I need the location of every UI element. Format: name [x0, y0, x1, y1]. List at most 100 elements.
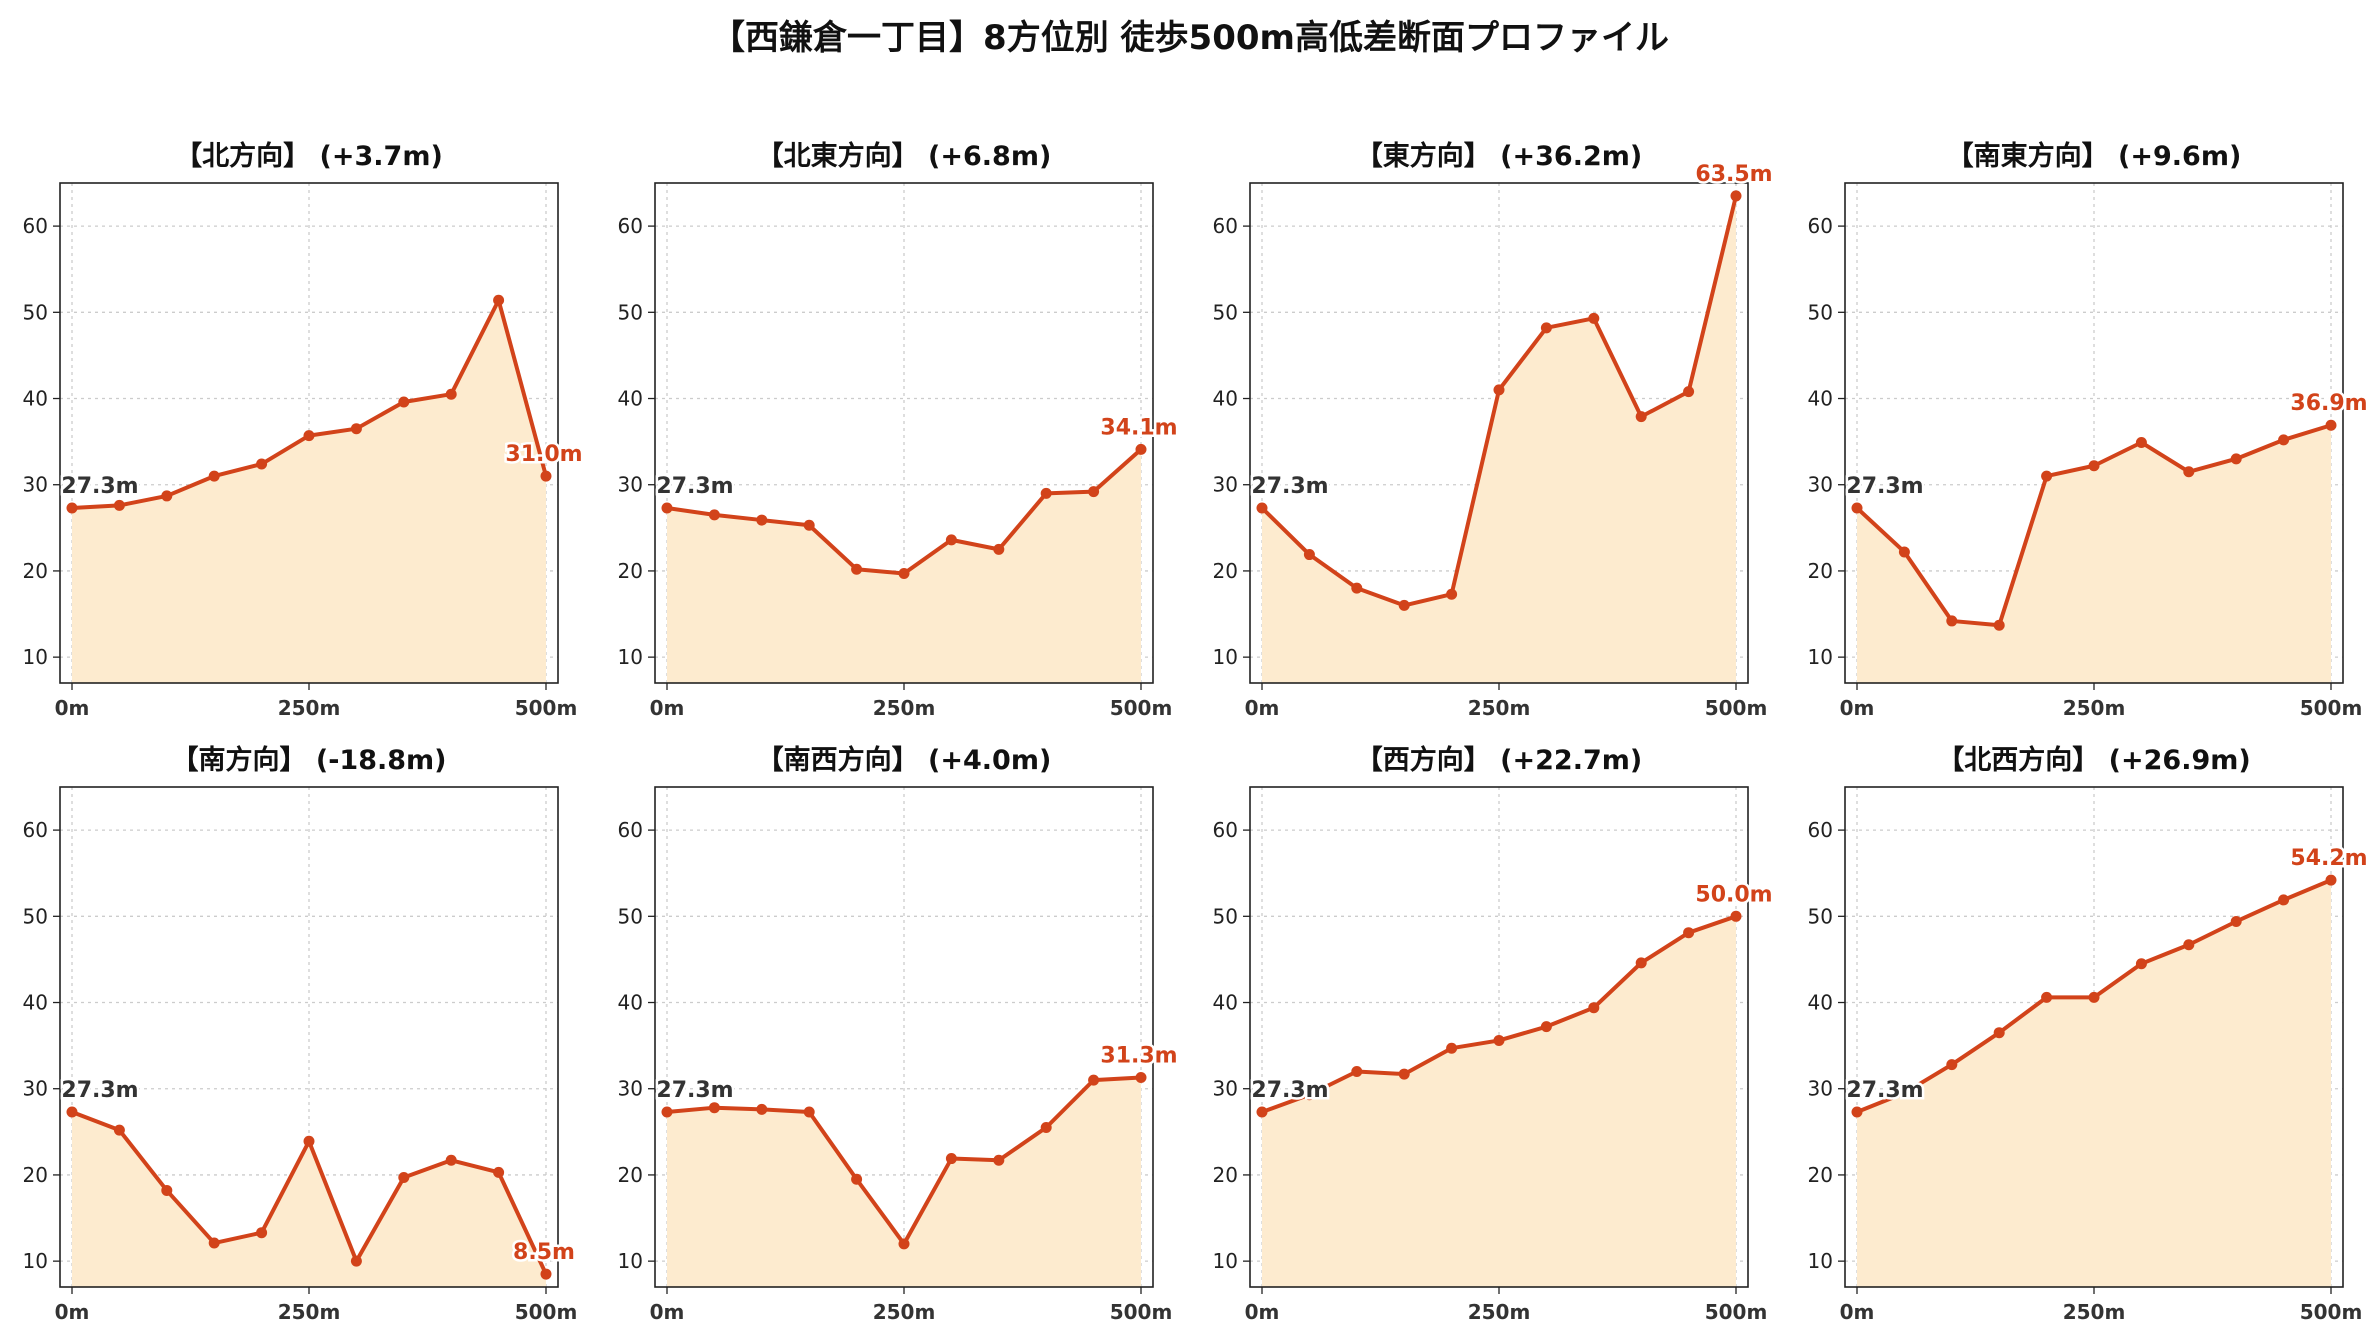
data-point [445, 388, 457, 400]
panel-2: 【北東方向】 (+6.8m) 10 20 30 40 50 60 0m 250m 500m 27.3… [618, 140, 1181, 720]
x-tick-label: 500m [2300, 1300, 2363, 1324]
data-point [1635, 411, 1647, 423]
panel-title: 【北西方向】 (+26.9m) [1937, 744, 2250, 776]
data-point [851, 1173, 863, 1185]
data-point [208, 470, 220, 482]
panel-title: 【南東方向】 (+9.6m) [1947, 140, 2242, 172]
data-point [1256, 502, 1268, 514]
start-elevation-label: 27.3m [1846, 1078, 1923, 1103]
data-point [2183, 939, 2195, 951]
x-tick-label: 250m [278, 696, 341, 720]
data-point [1351, 1065, 1363, 1077]
panel-5: 【南方向】 (-18.8m) 10 20 30 40 50 60 0m 250m 500m 27.3… [23, 744, 578, 1324]
data-point [303, 430, 315, 442]
plot-frame [1249, 182, 1749, 684]
x-tick-label: 0m [650, 696, 685, 720]
data-point [2278, 434, 2290, 446]
data-point [2135, 436, 2147, 448]
data-point [256, 458, 268, 470]
data-point [1135, 1072, 1147, 1084]
data-point [113, 499, 125, 511]
data-point [1635, 957, 1647, 969]
data-point [945, 1153, 957, 1165]
data-point [1588, 1002, 1600, 1014]
data-point [898, 568, 910, 580]
start-elevation-label: 27.3m [1846, 474, 1923, 499]
y-tick-label: 10 [618, 1249, 643, 1273]
panel-7: 【西方向】 (+22.7m) 10 20 30 40 50 60 0m 250m 500m 27.3… [1213, 744, 1776, 1324]
data-point [1351, 582, 1363, 594]
y-tick-label: 40 [618, 991, 643, 1015]
y-tick-label: 40 [1808, 387, 1833, 411]
y-tick-label: 40 [618, 387, 643, 411]
x-tick-label: 0m [55, 1300, 90, 1324]
y-tick-label: 40 [1213, 991, 1238, 1015]
x-tick-label: 500m [1110, 696, 1173, 720]
data-point [161, 490, 173, 502]
y-tick-label: 10 [23, 1249, 48, 1273]
y-tick-label: 20 [618, 559, 643, 583]
plot-frame [1844, 786, 2344, 1288]
data-point [2278, 894, 2290, 906]
data-point [161, 1184, 173, 1196]
panel-4: 【南東方向】 (+9.6m) 10 20 30 40 50 60 0m 250m 500m 27.3… [1808, 140, 2371, 720]
y-tick-label: 30 [23, 473, 48, 497]
y-tick-label: 10 [618, 645, 643, 669]
data-point [993, 543, 1005, 555]
end-elevation-label: 31.0m [505, 442, 582, 467]
data-point [1088, 486, 1100, 498]
y-tick-label: 30 [1808, 1077, 1833, 1101]
data-point [493, 1166, 505, 1178]
data-point [1040, 487, 1052, 499]
data-point [756, 1103, 768, 1115]
data-point [2183, 466, 2195, 478]
panel-title: 【北東方向】 (+6.8m) [757, 140, 1052, 172]
x-tick-label: 0m [650, 1300, 685, 1324]
area-fill [667, 1077, 1141, 1287]
data-point [1540, 322, 1552, 334]
x-tick-label: 0m [1245, 696, 1280, 720]
data-point [945, 534, 957, 546]
y-tick-label: 50 [1213, 300, 1238, 324]
y-tick-label: 60 [618, 214, 643, 238]
y-tick-label: 40 [1808, 991, 1833, 1015]
data-point [208, 1237, 220, 1249]
data-point [2230, 915, 2242, 927]
y-tick-label: 10 [1808, 1249, 1833, 1273]
data-point [851, 563, 863, 575]
end-elevation-label: 36.9m [2290, 391, 2367, 416]
data-point [493, 294, 505, 306]
x-tick-label: 0m [1245, 1300, 1280, 1324]
y-tick-label: 30 [1808, 473, 1833, 497]
panel-8: 【北西方向】 (+26.9m) 10 20 30 40 50 60 0m 250m 500m 27.… [1808, 744, 2371, 1324]
data-point [398, 396, 410, 408]
y-tick-label: 40 [23, 991, 48, 1015]
data-point [803, 519, 815, 531]
end-elevation-label: 31.3m [1100, 1044, 1177, 1069]
data-point [1303, 549, 1315, 561]
data-point [756, 514, 768, 526]
data-point [1446, 1042, 1458, 1054]
panel-title: 【南方向】 (-18.8m) [171, 744, 446, 776]
data-point [2088, 460, 2100, 472]
y-tick-label: 50 [618, 904, 643, 928]
data-point [256, 1227, 268, 1239]
y-tick-label: 10 [1213, 1249, 1238, 1273]
x-tick-label: 250m [1468, 1300, 1531, 1324]
panel-title: 【東方向】 (+36.2m) [1356, 140, 1642, 172]
data-point [350, 423, 362, 435]
data-point [1493, 384, 1505, 396]
data-point [1851, 502, 1863, 514]
plot-frame [654, 786, 1154, 1288]
data-point [2325, 419, 2337, 431]
end-elevation-label: 34.1m [1100, 415, 1177, 440]
x-tick-label: 500m [515, 1300, 578, 1324]
start-elevation-label: 27.3m [61, 474, 138, 499]
x-tick-label: 250m [873, 1300, 936, 1324]
y-tick-label: 20 [23, 559, 48, 583]
x-tick-label: 500m [1110, 1300, 1173, 1324]
x-tick-label: 0m [1840, 696, 1875, 720]
x-tick-label: 250m [1468, 696, 1531, 720]
